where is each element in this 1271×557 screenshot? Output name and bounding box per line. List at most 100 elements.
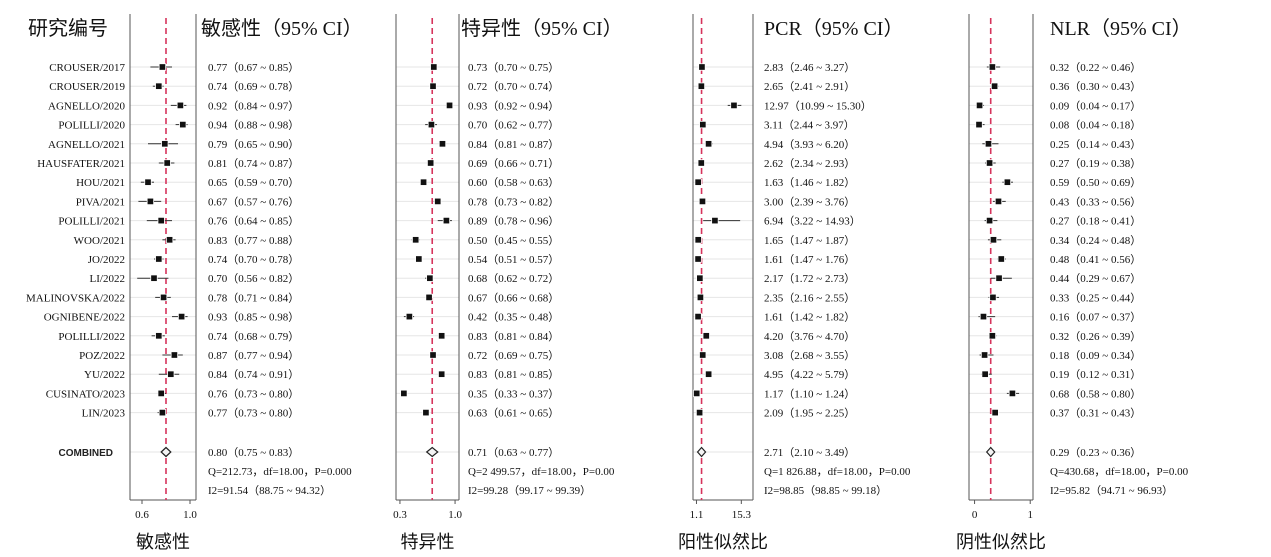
study-label: OGNIBENE/2022 [44, 312, 125, 324]
combined-diamond [160, 446, 172, 458]
estimate-ci-text: 0.16（0.07 ~ 0.37） [1050, 311, 1141, 324]
estimate-ci-text: 4.94（3.93 ~ 6.20） [764, 138, 855, 151]
estimate-ci-text: 0.08（0.04 ~ 0.18） [1050, 119, 1141, 132]
study-label: YU/2022 [84, 369, 125, 381]
estimate-ci-text: 0.25（0.14 ~ 0.43） [1050, 138, 1141, 151]
estimate-ci-text: 0.76（0.73 ~ 0.80） [208, 387, 299, 400]
estimate-ci-text: 0.09（0.04 ~ 0.17） [1050, 99, 1141, 112]
combined-diamond [425, 446, 439, 458]
estimate-ci-text: 0.81（0.74 ~ 0.87） [208, 157, 299, 170]
x-axis-label: 阴性似然比 [956, 532, 1046, 553]
forest-panel: 0 1 阴性似然比 NLR（95% CI） 0.32（0.22 ~ 0.46） 0.36（… [956, 14, 1192, 553]
heterogeneity-i2-text: I2=91.54（88.75 ~ 94.32） [208, 484, 331, 497]
estimate-ci-text: 1.61（1.47 ~ 1.76） [764, 253, 855, 266]
estimate-ci-text: 0.89（0.78 ~ 0.96） [468, 215, 559, 228]
point-estimate-marker [694, 312, 702, 321]
estimate-ci-text: 0.93（0.92 ~ 0.94） [468, 99, 559, 112]
point-estimate-marker [429, 351, 437, 359]
combined-label: COMBINED [59, 448, 113, 459]
estimate-ci-text: 0.68（0.58 ~ 0.80） [1050, 387, 1141, 400]
forest-panel: 0.3 1.0 特异性 特异性（95% CI） 0.73（0.70 ~ 0.75） 0.7… [393, 14, 623, 553]
point-estimate-marker [179, 120, 187, 129]
point-estimate-marker [985, 159, 994, 167]
estimate-ci-text: 0.19（0.12 ~ 0.31） [1050, 368, 1141, 381]
estimate-ci-text: 2.09（1.95 ~ 2.25） [764, 407, 855, 420]
point-estimate-marker [1008, 389, 1017, 398]
estimate-ci-text: 0.94（0.88 ~ 0.98） [208, 119, 299, 132]
study-label: LI/2022 [90, 273, 125, 285]
x-tick-label: 0 [972, 509, 978, 521]
point-estimate-marker [426, 274, 434, 282]
point-estimate-marker [711, 216, 719, 225]
estimate-ci-text: 0.70（0.56 ~ 0.82） [208, 272, 299, 285]
forest-panels: 0.6 1.0 敏感性 敏感性（95% CI） 0.77（0.67 ~ 0.85） 0.7… [129, 14, 1192, 553]
point-estimate-marker [400, 389, 408, 398]
panel-title: 特异性（95% CI） [461, 17, 623, 40]
point-estimate-marker [159, 293, 168, 302]
forest-panel: 1.1 15.3 阳性似然比 PCR（95% CI） 2.83（2.46 ~ 3.27）… [678, 14, 911, 553]
point-estimate-marker [694, 236, 702, 244]
point-estimate-marker [994, 197, 1003, 206]
estimate-ci-text: 0.27（0.18 ~ 0.41） [1050, 215, 1141, 228]
point-estimate-marker [988, 332, 997, 340]
estimate-ci-text: 1.63（1.46 ~ 1.82） [764, 176, 855, 189]
estimate-ci-text: 2.17（1.72 ~ 2.73） [764, 272, 855, 285]
estimate-ci-text: 0.63（0.61 ~ 0.65） [468, 407, 559, 420]
study-label: LIN/2023 [82, 408, 126, 420]
point-estimate-marker [177, 312, 186, 321]
point-estimate-marker [975, 120, 983, 129]
x-tick-label: 1 [1027, 509, 1033, 521]
point-estimate-marker [161, 140, 169, 148]
study-label: WOO/2021 [74, 235, 125, 247]
point-estimate-marker [425, 293, 433, 302]
estimate-ci-text: 0.70（0.62 ~ 0.77） [468, 119, 559, 132]
estimate-ci-text: 0.60（0.58 ~ 0.63） [468, 176, 559, 189]
study-label: CUSINATO/2023 [46, 388, 126, 400]
forest-panel: 0.6 1.0 敏感性 敏感性（95% CI） 0.77（0.67 ~ 0.85） 0.7… [129, 14, 363, 553]
heterogeneity-q-text: Q=430.68，df=18.00，P=0.00 [1050, 466, 1189, 478]
estimate-ci-text: 0.84（0.74 ~ 0.91） [208, 368, 299, 381]
estimate-ci-text: 0.79（0.65 ~ 0.90） [208, 138, 299, 151]
point-estimate-marker [419, 178, 428, 186]
combined-estimate-text: 2.71（2.10 ~ 3.49） [764, 446, 855, 459]
point-estimate-marker [165, 236, 174, 244]
panel-title: NLR（95% CI） [1050, 17, 1192, 40]
point-estimate-marker [157, 216, 165, 225]
heterogeneity-q-text: Q=212.73，df=18.00，P=0.000 [208, 466, 352, 478]
point-estimate-marker [442, 216, 451, 225]
estimate-ci-text: 12.97（10.99 ~ 15.30） [764, 99, 872, 112]
point-estimate-marker [995, 274, 1003, 282]
estimate-ci-text: 0.54（0.51 ~ 0.57） [468, 253, 559, 266]
combined-estimate-text: 0.80（0.75 ~ 0.83） [208, 446, 299, 459]
estimate-ci-text: 0.33（0.25 ~ 0.44） [1050, 291, 1141, 304]
point-estimate-marker [989, 293, 997, 302]
heterogeneity-q-text: Q=2 499.57，df=18.00，P=0.00 [468, 466, 615, 478]
point-estimate-marker [981, 370, 989, 378]
point-estimate-marker [699, 120, 707, 129]
point-estimate-marker [427, 120, 436, 129]
point-estimate-marker [434, 197, 442, 206]
point-estimate-marker [991, 408, 999, 417]
x-tick-label: 0.3 [393, 509, 407, 521]
heterogeneity-i2-text: I2=95.82（94.71 ~ 96.93） [1050, 484, 1173, 497]
estimate-ci-text: 0.67（0.66 ~ 0.68） [468, 291, 559, 304]
x-tick-label: 0.6 [135, 509, 149, 521]
estimate-ci-text: 0.83（0.77 ~ 0.88） [208, 234, 299, 247]
point-estimate-marker [415, 255, 423, 263]
estimate-ci-text: 0.74（0.70 ~ 0.78） [208, 253, 299, 266]
estimate-ci-text: 0.84（0.81 ~ 0.87） [468, 138, 559, 151]
estimate-ci-text: 0.83（0.81 ~ 0.84） [468, 330, 559, 343]
point-estimate-marker [146, 197, 155, 206]
panel-title: 敏感性（95% CI） [201, 17, 363, 40]
x-tick-label: 15.3 [732, 509, 752, 521]
point-estimate-marker [438, 140, 447, 148]
study-label: POLILLI/2021 [58, 216, 125, 228]
point-estimate-marker [158, 408, 167, 417]
point-estimate-marker [704, 370, 713, 378]
estimate-ci-text: 3.11（2.44 ~ 3.97） [764, 119, 855, 132]
heterogeneity-i2-text: I2=99.28（99.17 ~ 99.39） [468, 484, 591, 497]
point-estimate-marker [699, 351, 707, 359]
estimate-ci-text: 4.95（4.22 ~ 5.79） [764, 368, 855, 381]
estimate-ci-text: 0.78（0.71 ~ 0.84） [208, 291, 299, 304]
